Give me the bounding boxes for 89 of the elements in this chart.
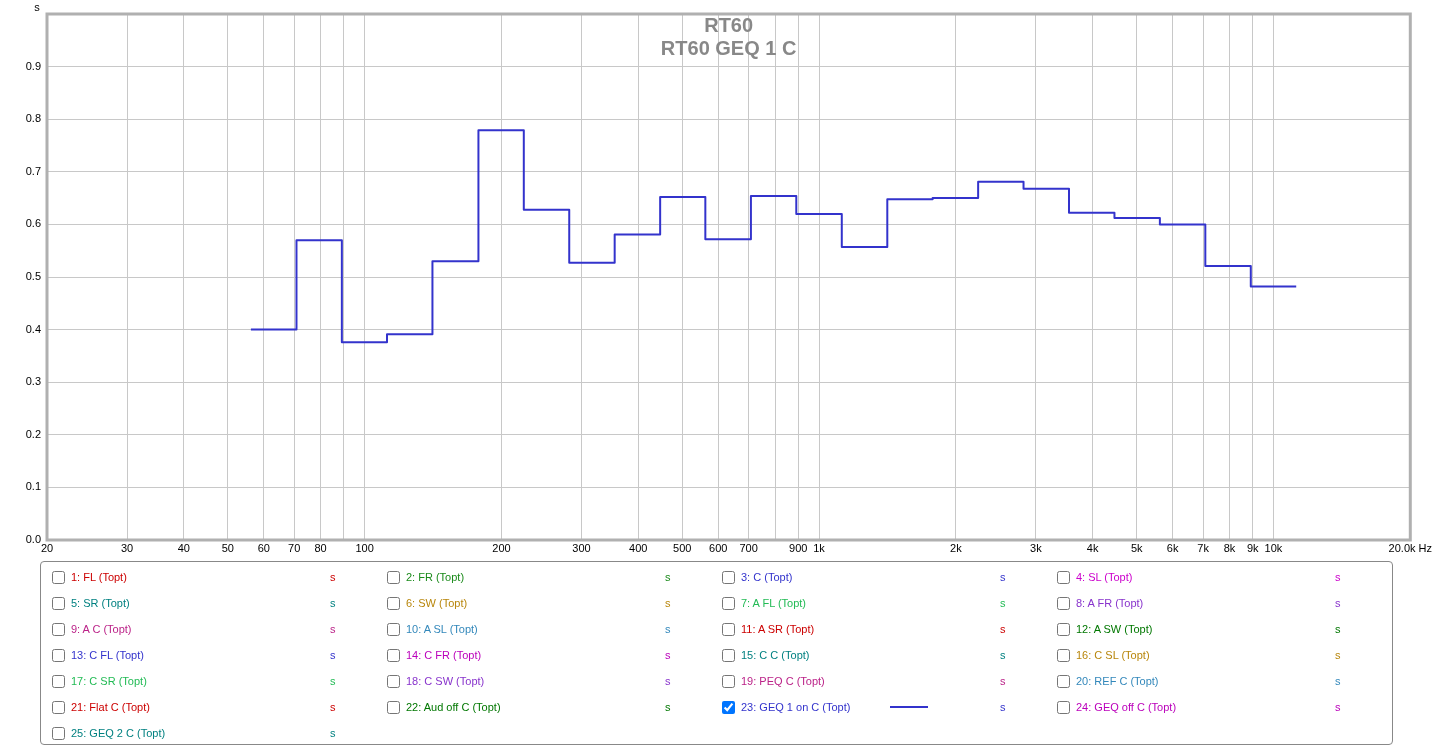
y-axis-title: s [34, 1, 41, 13]
y-tick-label: 0.9 [25, 59, 41, 72]
x-tick-label: 30 [120, 541, 134, 554]
legend-label: 19: PEQ C (Topt) [741, 675, 825, 687]
x-tick-label: 4k [1086, 541, 1099, 554]
text: s [665, 701, 671, 713]
legend-label: 25: GEQ 2 C (Topt) [71, 727, 166, 739]
legend-label: 6: SW (Topt) [406, 597, 468, 609]
text: 23: GEQ 1 on C (Topt) [741, 701, 851, 713]
legend-label: 14: C FR (Topt) [406, 649, 482, 661]
legend-label: 10: A SL (Topt) [406, 623, 478, 635]
legend-label: 22: Aud off C (Topt) [406, 701, 501, 713]
text: s [1000, 571, 1006, 583]
x-tick-label: 1k [813, 541, 826, 554]
legend-label: 15: C C (Topt) [741, 649, 810, 661]
text: s [665, 675, 671, 687]
x-tick-label: 400 [629, 541, 648, 554]
y-tick-label: 0.4 [25, 322, 41, 335]
text: s [330, 571, 336, 583]
text: s [1000, 597, 1006, 609]
x-tick-label: 100 [355, 541, 374, 554]
legend-label: 16: C SL (Topt) [1076, 649, 1150, 661]
text: s [1000, 649, 1006, 661]
legend-label: 12: A SW (Topt) [1076, 623, 1153, 635]
legend-label: 24: GEQ off C (Topt) [1076, 701, 1177, 713]
x-tick-label: 80 [314, 541, 327, 554]
x-tick-label: 9k [1246, 541, 1260, 554]
x-tick-label: 5k [1130, 541, 1144, 554]
text: s [330, 623, 336, 635]
legend-label: 4: SL (Topt) [1076, 571, 1133, 583]
x-tick-label: 900 [789, 541, 808, 554]
x-tick-label: 500 [673, 541, 692, 554]
legend-label: 20: REF C (Topt) [1076, 675, 1159, 687]
legend-label: 9: A C (Topt) [71, 623, 132, 635]
x-tick-label: 2k [950, 541, 963, 554]
text: s [1335, 597, 1341, 609]
text: s [1000, 701, 1006, 713]
text: RT60 GEQ 1 C [660, 37, 797, 59]
x-tick-label: 200 [492, 541, 511, 554]
text: s [330, 649, 336, 661]
legend-label: 8: A FR (Topt) [1076, 597, 1144, 609]
y-tick-label: 0.2 [25, 427, 41, 440]
chart-title: RT60 [704, 14, 754, 36]
text: s [1000, 675, 1006, 687]
y-tick-label: 0.0 [25, 533, 41, 546]
text: s [330, 727, 336, 739]
y-tick-label: 0.1 [25, 480, 41, 493]
legend-label: 3: C (Topt) [741, 571, 793, 583]
legend-label: 21: Flat C (Topt) [71, 701, 150, 713]
text: s [665, 623, 671, 635]
text: s [1335, 571, 1341, 583]
y-tick-label: 0.6 [25, 217, 41, 230]
y-tick-label: 0.8 [25, 112, 41, 125]
text: s [665, 649, 671, 661]
text: s [330, 675, 336, 687]
legend-label: 17: C SR (Topt) [71, 675, 147, 687]
text: s [330, 597, 336, 609]
legend-label: 1: FL (Topt) [71, 571, 127, 583]
y-tick-label: 0.5 [25, 270, 41, 283]
x-tick-label: 8k [1223, 541, 1236, 554]
x-tick-label: 60 [257, 541, 270, 554]
text: s [665, 597, 671, 609]
text: s [665, 571, 671, 583]
text: s [1335, 675, 1341, 687]
text: s [1335, 701, 1341, 713]
x-tick-label: 600 [709, 541, 728, 554]
text: s [1335, 623, 1341, 635]
x-tick-label: 6k [1166, 541, 1179, 554]
x-tick-label: 3k [1030, 541, 1043, 554]
x-tick-label: 7k [1197, 541, 1210, 554]
x-tick-label: 10k [1264, 541, 1283, 554]
legend-label: 18: C SW (Topt) [406, 675, 485, 687]
x-tick-label: 40 [177, 541, 190, 554]
x-tick-label: 70 [288, 541, 301, 554]
legend-label: 7: A FL (Topt) [741, 597, 807, 609]
legend-label: 11: A SR (Topt) [741, 623, 815, 635]
y-tick-label: 0.3 [25, 375, 41, 388]
x-tick-label: 20 [40, 541, 54, 554]
legend-label: 2: FR (Topt) [406, 571, 465, 583]
text: s [1335, 649, 1341, 661]
legend-label: 13: C FL (Topt) [71, 649, 144, 661]
x-tick-label: 20.0k Hz [1388, 541, 1433, 554]
x-tick-label: 50 [221, 541, 234, 554]
legend-label: 5: SR (Topt) [71, 597, 130, 609]
y-tick-label: 0.7 [25, 164, 41, 177]
x-tick-label: 700 [739, 541, 758, 554]
text: s [330, 701, 336, 713]
text: s [1000, 623, 1006, 635]
x-tick-label: 300 [572, 541, 591, 554]
